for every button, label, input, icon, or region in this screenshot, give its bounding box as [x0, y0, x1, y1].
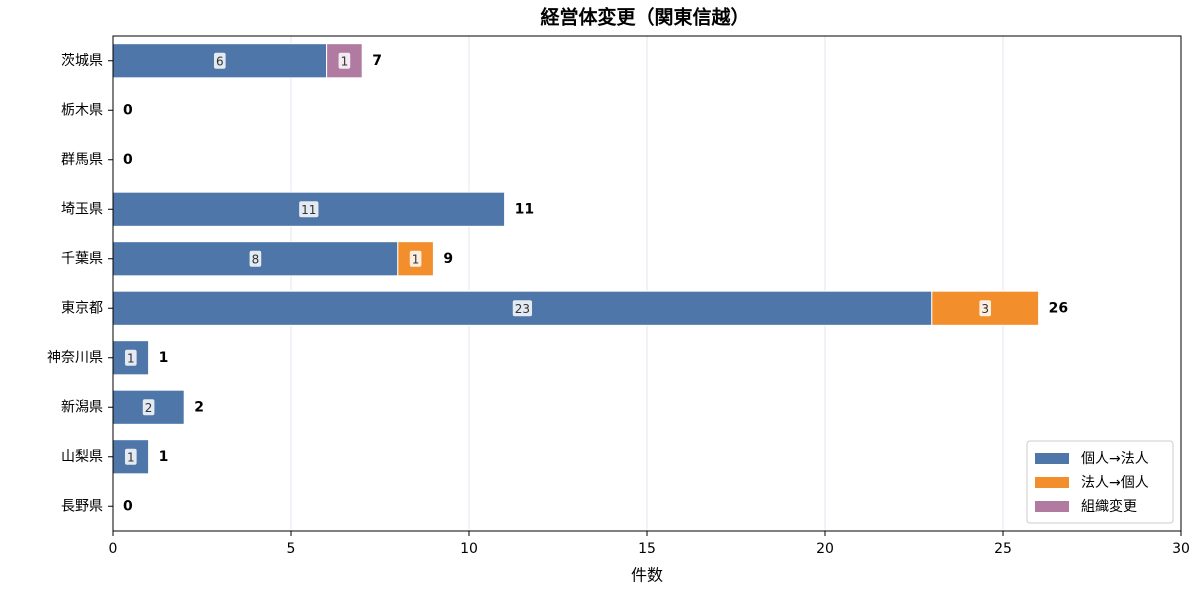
total-label: 0 [123, 102, 133, 118]
segment-label: 1 [338, 52, 351, 69]
total-label: 0 [123, 152, 133, 168]
segment-label-text: 2 [145, 401, 153, 415]
legend-label: 個人→法人 [1081, 451, 1149, 467]
bar-segment [326, 43, 363, 79]
x-tick-label: 25 [994, 541, 1012, 557]
y-tick-label: 群馬県 [61, 152, 103, 168]
y-tick-label: 茨城県 [61, 53, 103, 69]
segment-label-text: 1 [127, 450, 135, 464]
legend-label: 法人→個人 [1081, 475, 1149, 491]
segment-label-bg [124, 349, 137, 366]
segment-label: 3 [979, 300, 992, 317]
segment-label-text: 6 [216, 54, 224, 68]
segment-label-bg [979, 300, 992, 317]
segment-label-text: 3 [981, 302, 989, 316]
total-label: 11 [515, 201, 534, 217]
segment-label-bg [124, 448, 137, 465]
y-tick-label: 東京都 [61, 300, 103, 316]
chart-title: 経営体変更（関東信越） [540, 6, 749, 29]
x-tick-label: 0 [109, 541, 118, 557]
total-label: 2 [194, 399, 204, 415]
total-label: 1 [159, 449, 169, 465]
segment-label-bg [512, 300, 533, 317]
total-label: 26 [1049, 300, 1068, 316]
segment-label: 23 [512, 300, 533, 317]
y-tick-label: 新潟県 [61, 399, 103, 415]
y-tick-label: 神奈川県 [47, 350, 103, 366]
segment-label: 6 [213, 52, 226, 69]
legend-label: 組織変更 [1081, 498, 1137, 515]
segment-label-text: 11 [301, 203, 316, 217]
plot-frame [112, 35, 1182, 532]
x-tick-label: 5 [287, 541, 296, 557]
segment-label: 8 [249, 250, 262, 267]
segment-label-text: 1 [412, 252, 420, 266]
segment-label-text: 1 [341, 54, 349, 68]
y-tick-label: 長野県 [61, 498, 103, 514]
total-label: 7 [372, 53, 382, 69]
total-label: 0 [123, 498, 133, 514]
x-tick-label: 10 [460, 541, 478, 557]
legend-swatch [1035, 477, 1069, 488]
bar-segment [112, 241, 399, 277]
segment-label-bg [142, 399, 155, 416]
segment-label: 11 [299, 201, 319, 218]
segment-label-text: 8 [252, 252, 260, 266]
legend-swatch [1035, 453, 1069, 464]
segment-label-bg [338, 52, 351, 69]
total-label: 9 [443, 251, 453, 267]
x-tick-label: 15 [638, 541, 656, 557]
segment-label: 1 [409, 250, 422, 267]
y-tick-label: 栃木県 [61, 102, 103, 118]
x-tick-label: 20 [816, 541, 834, 557]
y-tick-label: 山梨県 [61, 449, 103, 465]
segment-label-bg [409, 250, 422, 267]
segment-label: 2 [142, 399, 155, 416]
segment-label-bg [299, 201, 319, 218]
legend-swatch [1035, 501, 1069, 512]
segment-label-bg [213, 52, 226, 69]
x-axis-label: 件数 [631, 566, 663, 585]
y-tick-label: 埼玉県 [61, 201, 103, 217]
x-tick-label: 30 [1172, 541, 1190, 557]
segment-label: 1 [124, 349, 137, 366]
segment-label-text: 1 [127, 351, 135, 365]
segment-label-bg [249, 250, 262, 267]
total-label: 1 [159, 350, 169, 366]
segment-label: 1 [124, 448, 137, 465]
segment-label-text: 23 [515, 302, 530, 316]
y-tick-label: 千葉県 [61, 251, 103, 267]
